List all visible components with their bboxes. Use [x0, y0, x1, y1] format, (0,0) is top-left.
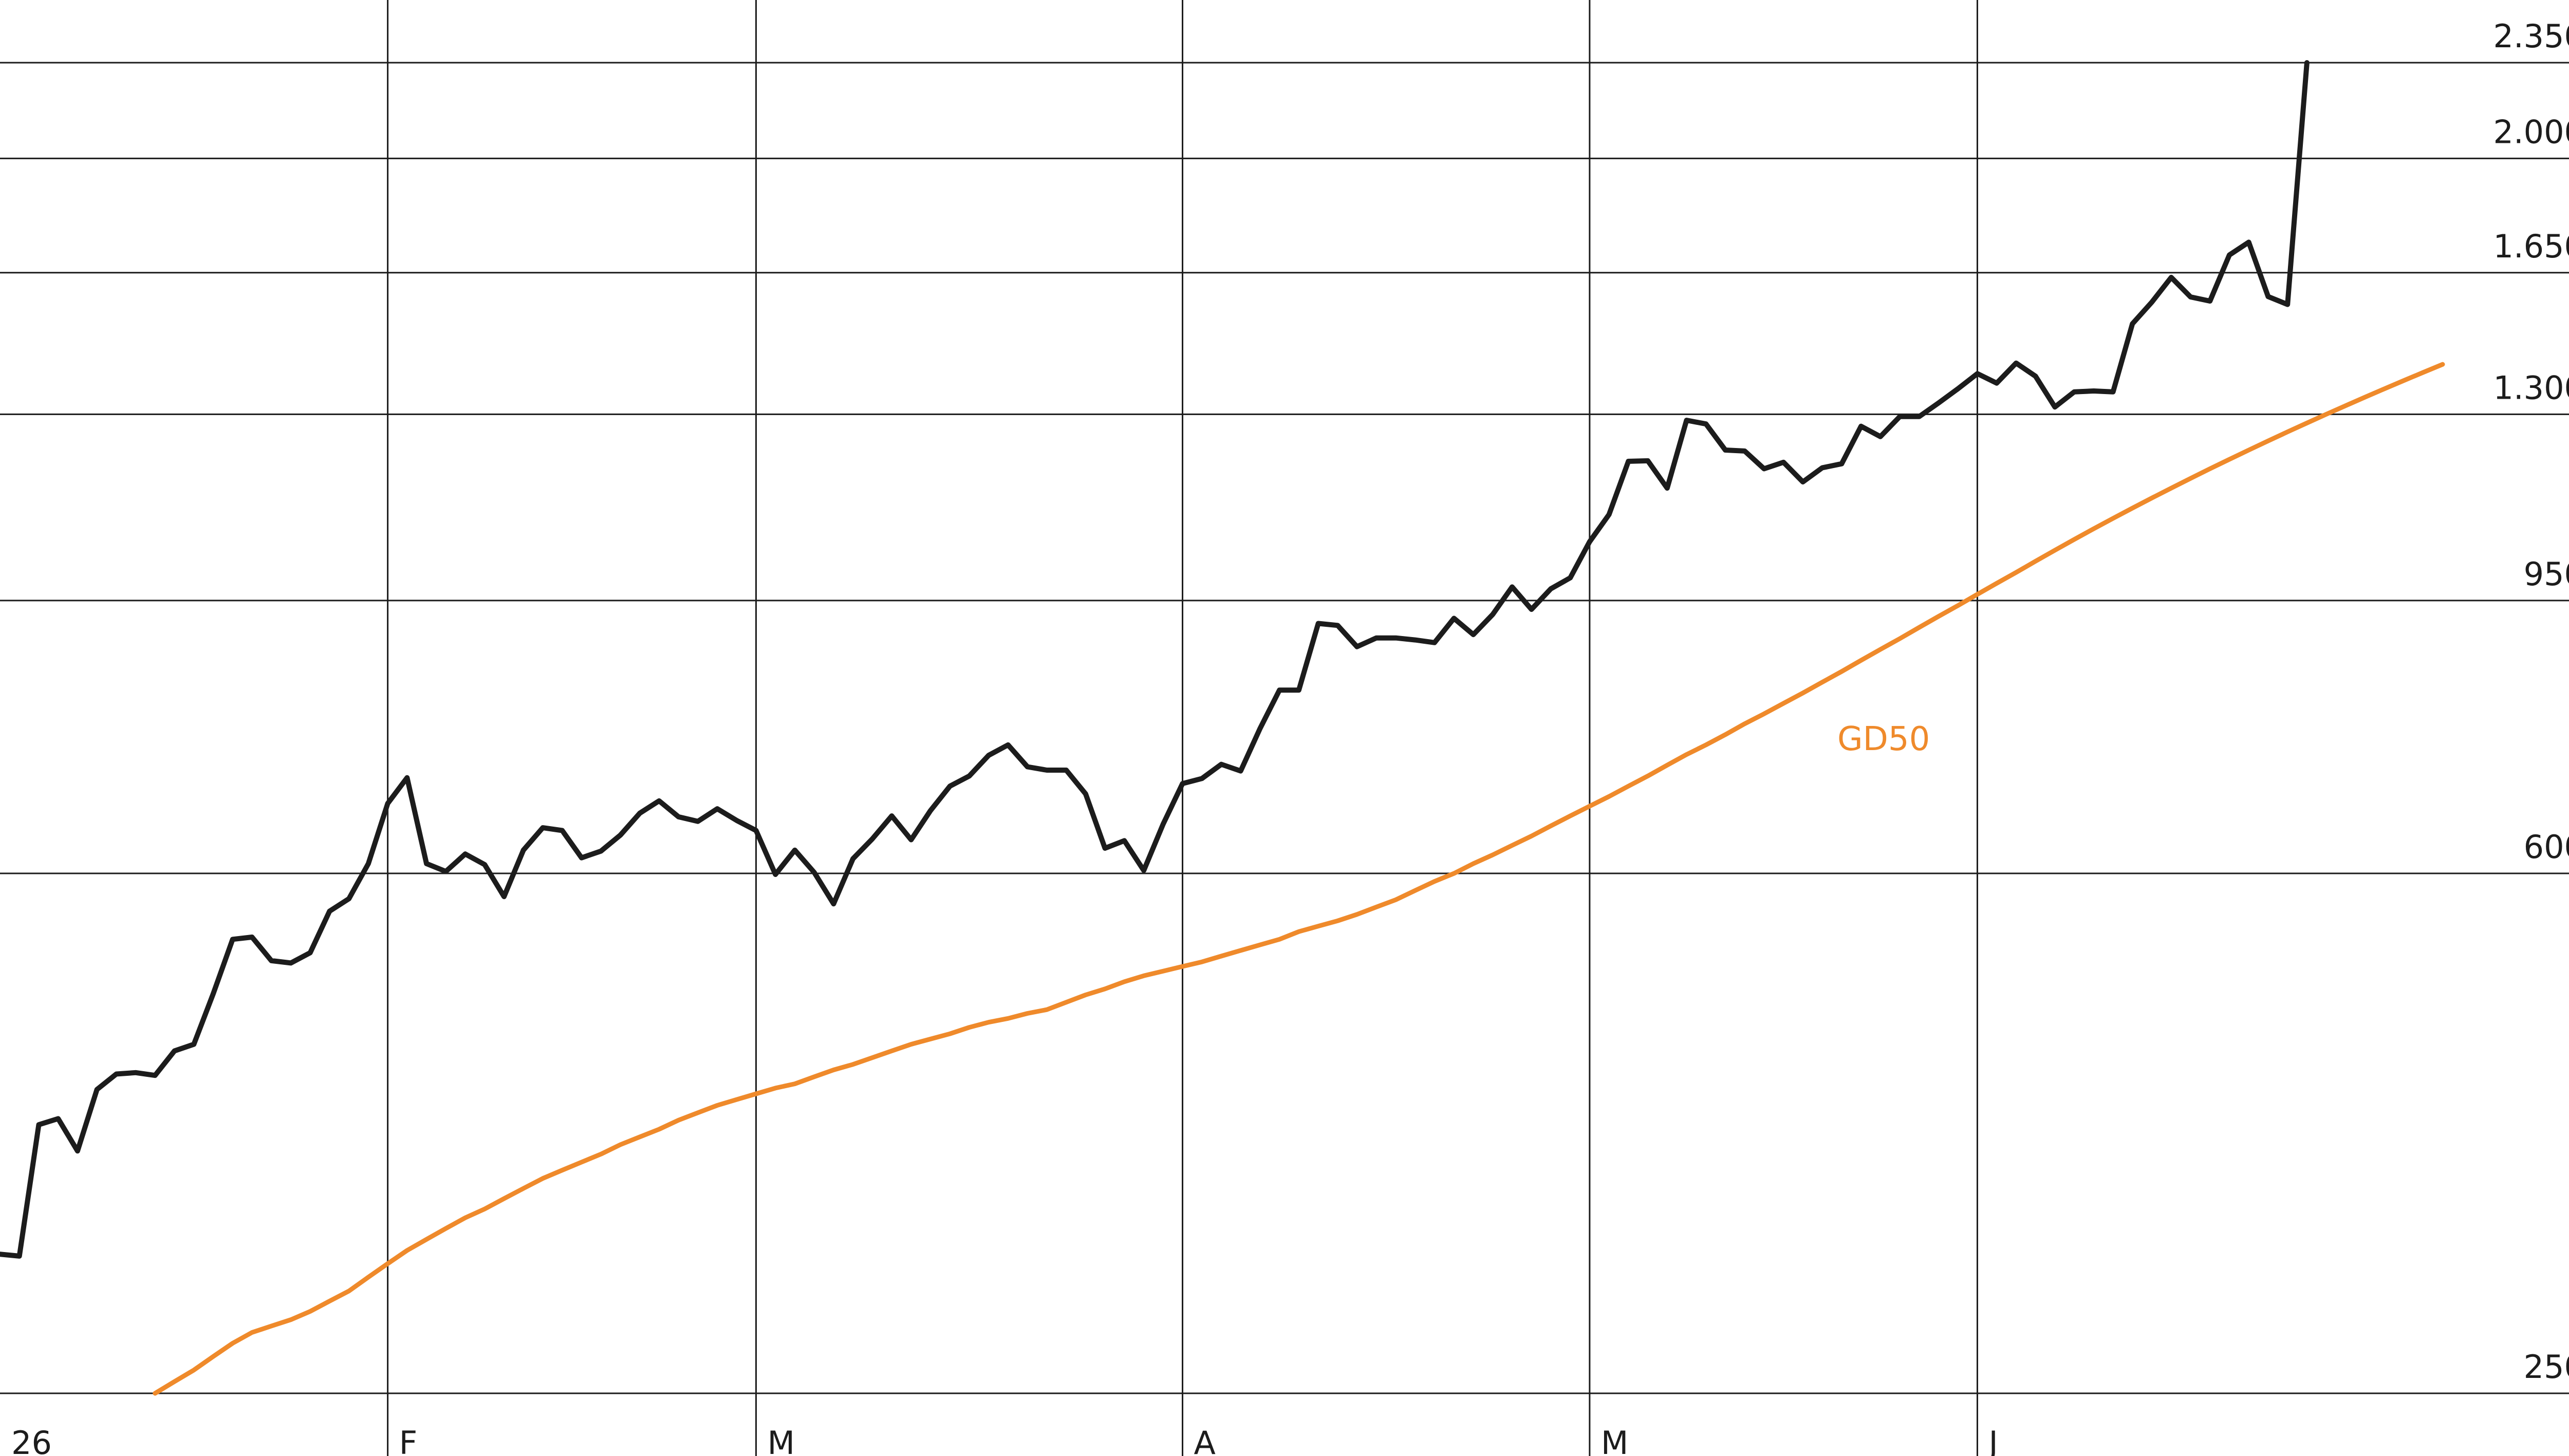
x-tick-label: F [399, 1424, 418, 1456]
y-tick-label: 2.350 [2493, 17, 2569, 55]
y-tick-label: 600 [2524, 828, 2569, 866]
y-tick-label: 2.000 [2493, 113, 2569, 151]
series-line-gd50 [153, 362, 2445, 1396]
x-tick-label: J [1986, 1424, 1998, 1456]
y-tick-label: 1.650 [2493, 228, 2569, 265]
y-tick-label: 1.300 [2493, 369, 2569, 406]
gd50-annotation: GD50 [1837, 720, 1930, 758]
series-line-price [0, 60, 2310, 1259]
x-tick-label: M [767, 1424, 795, 1456]
x-tick-label: A [1194, 1424, 1216, 1456]
y-tick-label: 250 [2524, 1348, 2569, 1386]
y-tick-label: 950 [2524, 555, 2569, 593]
x-tick-label: M [1601, 1424, 1629, 1456]
axis-labels: 2.350 2.000 1.650 1.300 950 600 250 26 F M A M J [11, 17, 2569, 1456]
series-layer [0, 60, 2445, 1396]
x-tick-label: 26 [11, 1424, 52, 1456]
